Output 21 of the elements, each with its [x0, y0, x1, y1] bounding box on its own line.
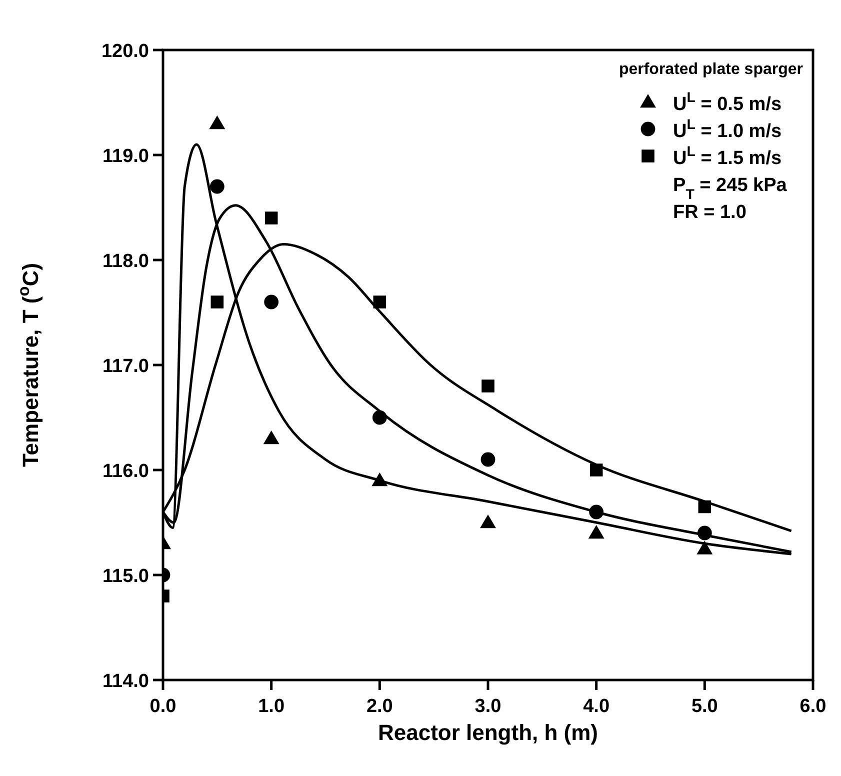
x-tick-label: 0.0	[150, 696, 176, 717]
x-tick-label: 5.0	[691, 696, 718, 717]
x-tick-label: 3.0	[474, 696, 502, 717]
legend-label: U$^{L}$ = 1.5 m/s	[673, 144, 782, 169]
legend-title: perforated plate sparger	[618, 61, 803, 78]
legend-label: U$^{L}$ = 1.0 m/s	[673, 117, 782, 142]
y-tick-label: 119.0	[102, 146, 149, 167]
y-tick-label: 115.0	[102, 566, 149, 587]
y-tick-label: 118.0	[102, 251, 149, 272]
legend-label: U$^{L}$ = 0.5 m/s	[673, 90, 782, 115]
x-tick-label: 6.0	[800, 696, 826, 717]
x-tick-label: 1.0	[258, 696, 285, 717]
x-tick-label: 2.0	[366, 696, 393, 717]
annotation: P$_{T}$ = 245 kPa	[673, 175, 788, 203]
y-tick-label: 117.0	[102, 356, 149, 377]
y-tick-label: 120.0	[101, 41, 149, 62]
x-tick-label: 4.0	[583, 696, 610, 717]
x-axis-title: Reactor length, h (m)	[378, 720, 598, 745]
y-tick-label: 114.0	[102, 671, 149, 692]
annotation: FR = 1.0	[673, 202, 746, 223]
y-tick-label: 116.0	[102, 461, 149, 482]
